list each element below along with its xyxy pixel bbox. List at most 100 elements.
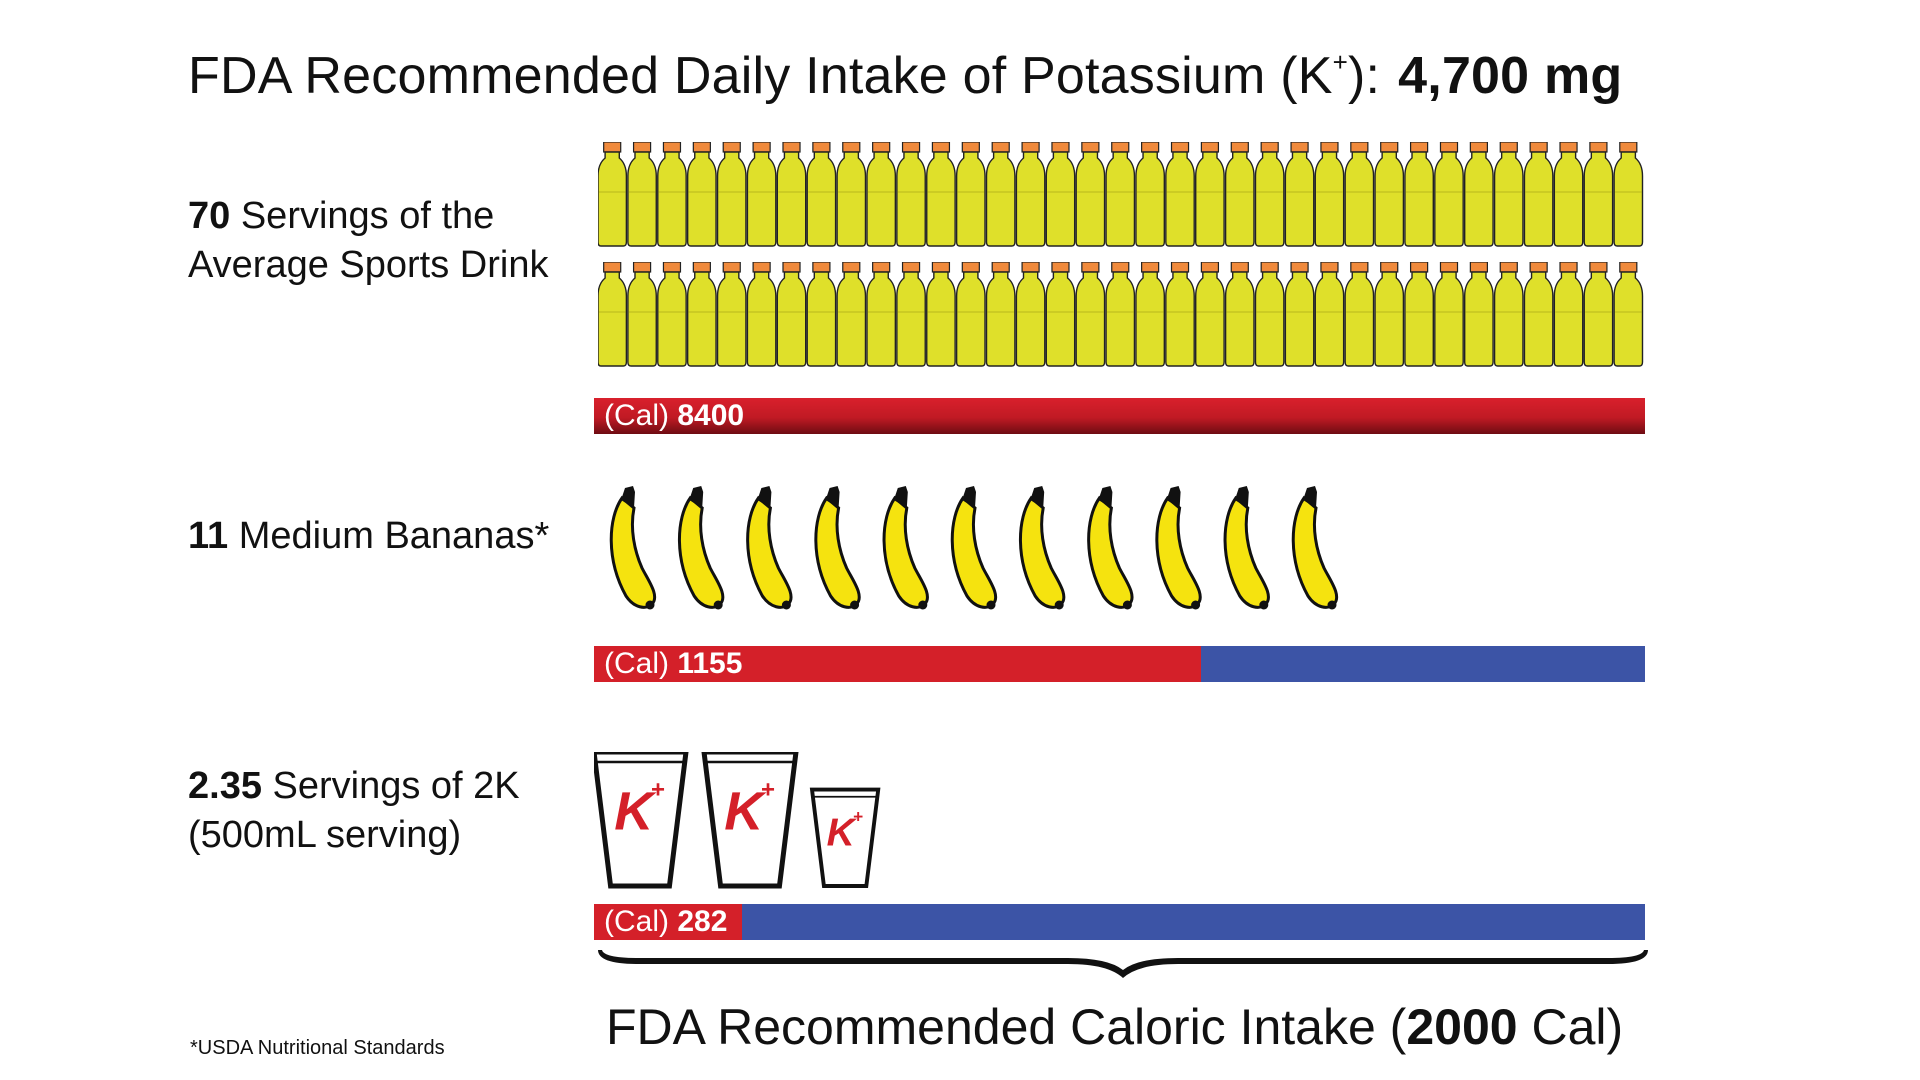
sports-drink-calorie-bar: (Cal) 8400 (594, 398, 1645, 434)
sports-drink-bottle-icon (1165, 262, 1195, 367)
sports-drink-bottle-icon (955, 262, 986, 367)
sports-drink-bottle-icon (776, 142, 807, 247)
2k-calorie-label: (Cal) 282 (604, 904, 727, 940)
2k-logo-plus: + (761, 777, 775, 804)
sports-drink-bottle-row (598, 262, 1644, 367)
sports-drink-bottle-icon (716, 142, 747, 247)
curly-brace (598, 950, 1648, 978)
sports-drink-bottle-icon (776, 262, 807, 367)
sports-drink-bottle-icon (866, 262, 897, 367)
2k-count: 2.35 (188, 765, 262, 807)
sports-drink-bottle-icon (1553, 262, 1584, 367)
banana-icon (882, 486, 929, 610)
sports-drink-bottle-icon (1374, 262, 1405, 367)
sports-drink-bottle-icon (1374, 142, 1405, 247)
banana-icon (677, 486, 725, 610)
sports-drink-bottle-icon (716, 262, 747, 367)
sports-drink-bottle-icon (1015, 142, 1046, 247)
sports-drink-bottle-icon (746, 262, 777, 367)
sports-drink-bottle-icon (1344, 142, 1375, 247)
sports-drink-bottle-icon (985, 142, 1016, 247)
sports-drink-bottle-icon (1284, 262, 1315, 367)
sports-drink-bottle-icon (1045, 262, 1076, 367)
2k-cup-icon: K+ (701, 752, 799, 889)
2k-logo-k: K (827, 811, 858, 854)
sports-drink-bottle-icon (686, 262, 717, 367)
sports-drink-bottle-icon (1583, 262, 1614, 367)
banana-icon (1223, 486, 1270, 610)
sports-drink-bottle-icon (806, 262, 837, 367)
sports-drink-label: 70 Servings of the Average Sports Drink (188, 192, 548, 290)
2k-cup-row: K+ K+K+ (594, 752, 881, 889)
sports-drink-bottle-icon (1523, 142, 1554, 247)
banana-icon (1291, 486, 1339, 610)
sports-drink-bottle-icon (1284, 142, 1315, 247)
caloric-intake-prefix: FDA Recommended Caloric Intake ( (606, 999, 1407, 1055)
sports-drink-count: 70 (188, 195, 231, 237)
banana-calorie-label: (Cal) 1155 (604, 646, 742, 682)
banana-icon (1018, 486, 1066, 610)
banana-row (609, 486, 1339, 610)
banana-calorie-fill (594, 646, 1201, 682)
2k-calorie-bar: (Cal) 282 (594, 904, 1645, 940)
sports-drink-bottle-icon (1224, 142, 1255, 247)
sports-drink-bottle-icon (1045, 142, 1076, 247)
footnote: *USDA Nutritional Standards (190, 1037, 445, 1059)
sports-drink-bottle-icon (1434, 262, 1464, 367)
sports-drink-bottle-icon (1583, 142, 1614, 247)
sports-drink-bottle-icon (627, 142, 657, 247)
sports-drink-bottle-icon (1493, 142, 1524, 247)
calorie-prefix: (Cal) (604, 399, 678, 432)
sports-drink-bottle-icon (896, 262, 926, 367)
sports-drink-bottle-icon (1075, 262, 1106, 367)
sports-drink-bottle-icon (926, 142, 956, 247)
sports-drink-bottle-icon (657, 262, 687, 367)
banana-icon (1087, 486, 1134, 610)
sports-drink-bottle-icon (1553, 142, 1584, 247)
caloric-intake-value: 2000 (1406, 999, 1518, 1055)
2k-label: 2.35 Servings of 2K (500mL serving) (188, 762, 520, 860)
sports-drink-label-line2: Average Sports Drink (188, 244, 549, 286)
2k-logo-plus: + (651, 777, 665, 804)
sports-drink-bottle-icon (1254, 142, 1285, 247)
sports-drink-bottle-icon (896, 142, 926, 247)
banana-calorie-bar: (Cal) 1155 (594, 646, 1645, 682)
sports-drink-bottle-icon (1344, 262, 1375, 367)
sports-drink-bottle-icon (1523, 262, 1554, 367)
sports-drink-calorie-label: (Cal) 8400 (604, 398, 744, 434)
sports-drink-bottle-icon (1224, 262, 1255, 367)
title-superscript: + (1332, 47, 1348, 77)
caloric-intake-suffix: Cal) (1517, 999, 1624, 1055)
banana-count: 11 (188, 515, 229, 557)
sports-drink-label-line1: Servings of the (230, 195, 495, 237)
sports-drink-bottle-icon (1165, 142, 1195, 247)
sports-drink-bottle-icon (985, 262, 1016, 367)
sports-drink-bottle-icon (1105, 142, 1136, 247)
banana-icon (746, 486, 793, 610)
sports-drink-bottle-icon (926, 262, 956, 367)
banana-icon (950, 486, 998, 610)
2k-logo-plus: + (853, 806, 863, 826)
caloric-intake-title: FDA Recommended Caloric Intake (2000 Cal… (606, 996, 1623, 1058)
sports-drink-bottle-icon (806, 142, 837, 247)
sports-drink-calorie-value: 8400 (677, 399, 745, 432)
sports-drink-bottle-icon (657, 142, 687, 247)
page-title: FDA Recommended Daily Intake of Potassiu… (188, 30, 1622, 108)
banana-icon (609, 486, 657, 610)
sports-drink-bottle-icon (1493, 262, 1524, 367)
sports-drink-bottle-icon (1404, 142, 1435, 247)
sports-drink-bottle-icon (627, 262, 657, 367)
2k-calorie-fill (594, 904, 743, 940)
sports-drink-bottle-icon (1135, 262, 1166, 367)
title-close: ): (1348, 47, 1381, 105)
sports-drink-bottle-icon (1254, 262, 1285, 367)
sports-drink-bottle-icon (1613, 262, 1644, 367)
2k-label-line2: (500mL serving) (188, 814, 462, 856)
title-amount: 4,700 mg (1398, 47, 1623, 105)
sports-drink-bottle-icon (1314, 262, 1345, 367)
sports-drink-bottle-icon (598, 142, 628, 247)
sports-drink-bottle-icon (1195, 262, 1225, 367)
sports-drink-bottle-icon (836, 262, 867, 367)
sports-drink-bottle-icon (1195, 142, 1225, 247)
sports-drink-bottle-icon (836, 142, 867, 247)
